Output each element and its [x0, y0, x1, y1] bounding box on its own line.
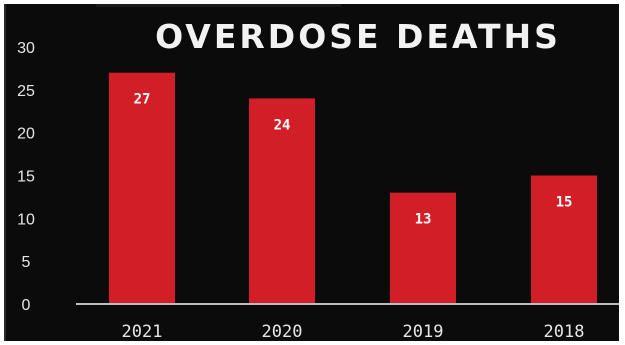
- data-label-2021: 27: [134, 92, 151, 108]
- data-label-2018: 15: [556, 195, 573, 211]
- y-tick-label: 5: [22, 254, 31, 271]
- x-tick-label: 2020: [262, 322, 303, 341]
- bar-2019: [390, 192, 456, 304]
- x-tick-label: 2021: [122, 322, 163, 341]
- chart-title: OVERDOSE DEATHS: [155, 17, 561, 56]
- data-label-2019: 13: [415, 212, 432, 228]
- y-tick-label: 20: [17, 126, 35, 143]
- y-tick-label: 0: [22, 297, 31, 314]
- bar-2021: [109, 72, 175, 304]
- chart-frame: OVERDOSE DEATHS 0 5 10 15 20 25 30 27 24 13 15 20…: [4, 4, 619, 341]
- bar-2018: [531, 175, 597, 304]
- frame-top-edge: [96, 4, 341, 7]
- y-tick-label: 25: [17, 83, 35, 100]
- y-axis: 0 5 10 15 20 25 30: [17, 40, 35, 314]
- data-label-2020: 24: [274, 117, 291, 133]
- bars: 27 24 13 15: [109, 72, 597, 305]
- y-tick-label: 15: [17, 169, 35, 186]
- x-tick-label: 2019: [403, 322, 444, 341]
- x-tick-label: 2018: [544, 322, 585, 341]
- y-tick-label: 10: [17, 211, 35, 228]
- y-tick-label: 30: [17, 40, 35, 57]
- x-axis: 2021 2020 2019 2018: [122, 322, 585, 341]
- bar-chart: OVERDOSE DEATHS 0 5 10 15 20 25 30 27 24 13 15 20…: [17, 17, 619, 341]
- bar-2020: [249, 98, 315, 305]
